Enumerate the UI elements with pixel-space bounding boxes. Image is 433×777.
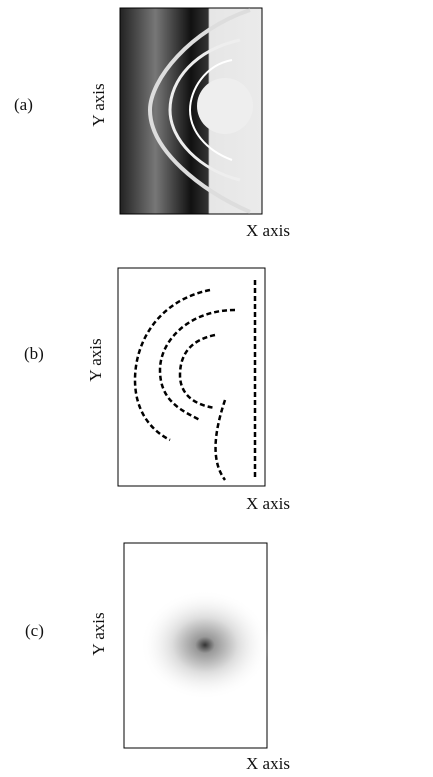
figure: (a) Y axis X axis (b) Y axis X axis (c) …: [0, 0, 433, 777]
x-axis-label: X axis: [246, 221, 290, 240]
y-axis-label: Y axis: [86, 338, 105, 381]
x-axis-label: X axis: [246, 494, 290, 513]
obstacle: [197, 78, 253, 134]
y-axis-label: Y axis: [89, 612, 108, 655]
panel-label: (b): [24, 344, 44, 363]
panel-b: (b) Y axis X axis: [24, 268, 290, 513]
blob: [140, 590, 270, 700]
panel-a: (a) Y axis X axis: [14, 8, 290, 240]
panel-label: (a): [14, 95, 33, 114]
y-axis-label: Y axis: [89, 83, 108, 126]
x-axis-label: X axis: [246, 754, 290, 773]
image-b: [118, 268, 265, 486]
panel-c: (c) Y axis X axis: [25, 543, 290, 773]
panel-label: (c): [25, 621, 44, 640]
